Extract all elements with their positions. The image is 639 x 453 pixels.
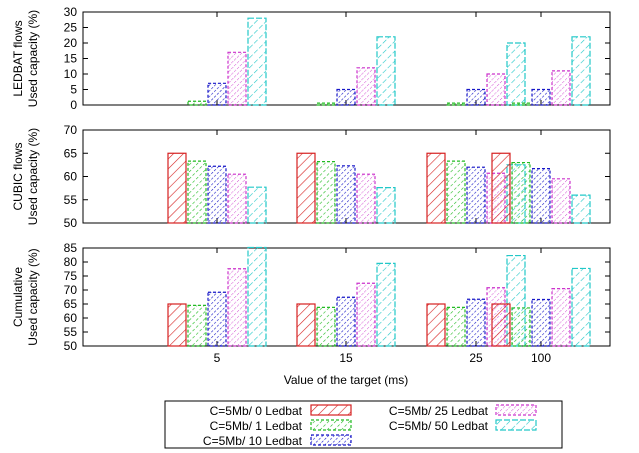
bar [486,73,506,106]
y-tick-label: 65 [64,297,78,311]
x-axis-label: Value of the target (ms) [284,373,409,387]
y-tick-label: 30 [64,5,78,19]
bar [316,306,336,347]
bar [511,161,531,224]
y-axis-label: LEDBAT flows [11,20,25,96]
bar [356,282,376,347]
legend-label: C=5Mb/ 1 Ledbat [210,419,303,433]
bar [531,298,551,347]
bar [466,88,486,106]
bar [491,152,511,224]
bar [531,167,551,224]
bar [551,70,571,106]
bar [376,262,396,347]
bar [207,82,227,106]
bar [187,160,207,224]
y-tick-label: 85 [64,241,78,255]
legend-label: C=5Mb/ 0 Ledbat [210,404,303,418]
y-tick-label: 50 [64,339,78,353]
y-tick-label: 55 [64,325,78,339]
bar [571,36,591,106]
bar [227,173,247,224]
bar [426,152,446,224]
bar [376,187,396,224]
y-tick-label: 0 [70,98,77,112]
legend-swatch [310,434,352,446]
bar [466,166,486,224]
bar [207,291,227,347]
bar [247,246,267,347]
bar [511,102,531,106]
bar [506,42,526,106]
y-tick-label: 20 [64,36,78,50]
y-tick-label: 75 [64,269,78,283]
panel-2: 50 55 60 65 70 CUBIC flows Used capacity (%) [11,123,611,230]
y-tick-label: 65 [64,146,78,160]
y-tick-label: 60 [64,170,78,184]
bar [296,303,316,347]
bar [207,165,227,224]
y-tick-label: 70 [64,283,78,297]
bar [491,303,511,347]
bar [316,102,336,106]
bar [227,51,247,106]
bar [551,288,571,347]
y-tick-label: 55 [64,193,78,207]
bar [356,173,376,224]
y-tick-label: 15 [64,52,78,66]
bar [376,36,396,106]
y-tick-label: 25 [64,21,78,35]
bar [466,298,486,347]
y-tick-label: 70 [64,123,78,137]
y-tick-label: 80 [64,255,78,269]
legend-swatch [310,404,352,416]
legend-label: C=5Mb/ 10 Ledbat [203,434,303,448]
bar [336,296,356,347]
x-tick-label: 25 [469,351,483,365]
x-tick-label: 5 [214,351,221,365]
y-tick-label: 10 [64,67,78,81]
bar [426,303,446,347]
y-axis-label: CUBIC flows [11,142,25,210]
y-axis-label: Used capacity (%) [26,128,40,225]
bar [571,267,591,347]
bar [551,178,571,224]
legend-label: C=5Mb/ 50 Ledbat [389,419,489,433]
legend-label: C=5Mb/ 25 Ledbat [389,404,489,418]
bar [571,194,591,224]
bar [511,307,531,347]
y-tick-label: 5 [70,83,77,97]
bar [247,186,267,224]
bar [446,306,466,347]
legend-swatch [495,419,537,431]
x-tick-label: 100 [531,351,551,365]
bar [296,152,316,224]
y-axis-label: Used capacity (%) [26,248,40,345]
bar [247,17,267,106]
y-tick-label: 50 [64,216,78,230]
bar [227,268,247,347]
bar [446,160,466,224]
bar [316,161,336,224]
legend-swatch [310,419,352,431]
x-tick-label: 15 [339,351,353,365]
bar [167,152,187,224]
y-axis-label: Used capacity (%) [26,10,40,107]
bar [336,88,356,106]
legend-swatch [495,404,537,416]
bar [446,102,466,106]
y-tick-label: 60 [64,311,78,325]
y-axis-label: Cumulative [11,267,25,327]
bar [167,303,187,347]
bar [336,165,356,224]
bar [531,88,551,106]
bar [187,100,207,106]
bar [356,67,376,106]
bar [187,304,207,347]
